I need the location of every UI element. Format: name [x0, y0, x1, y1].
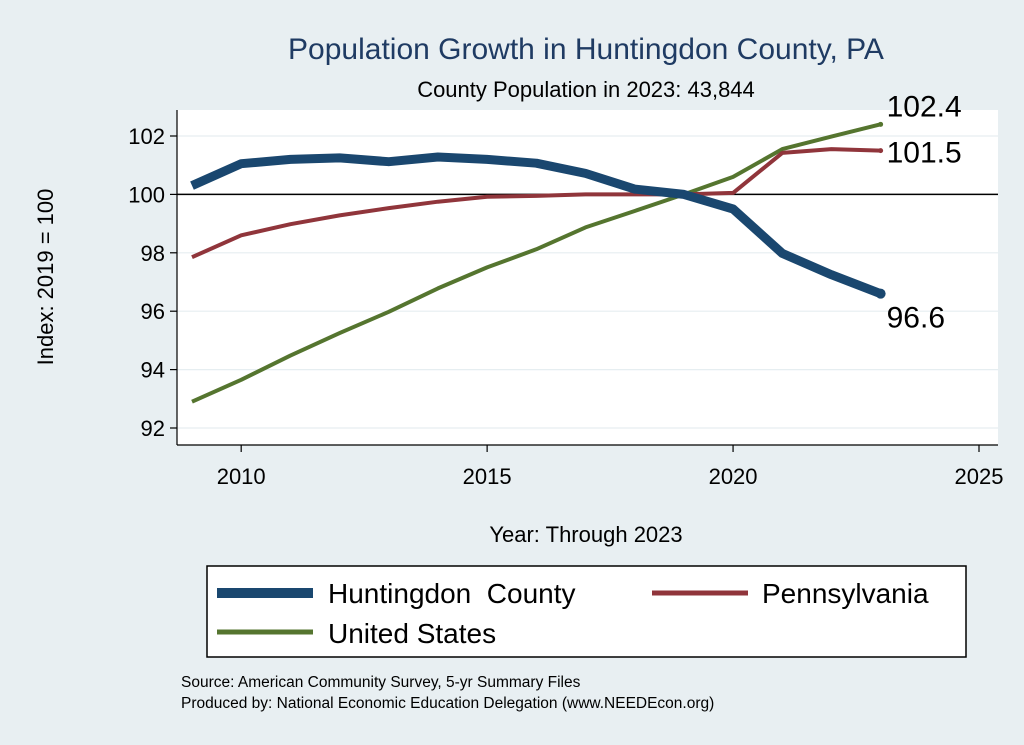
y-axis-label: Index: 2019 = 100 — [33, 189, 58, 366]
plot-area — [177, 110, 998, 445]
produced-by-note: Produced by: National Economic Education… — [181, 695, 714, 712]
x-tick-label-2010: 2010 — [217, 464, 266, 489]
x-axis-label: Year: Through 2023 — [489, 522, 682, 547]
series-lines — [190, 121, 886, 404]
y-tick-label-100: 100 — [128, 182, 165, 207]
legend-box — [206, 565, 967, 658]
end-label-0: 96.6 — [887, 302, 945, 335]
series-endpoint-2 — [878, 121, 884, 127]
gridlines — [177, 135, 998, 429]
series-endpoint-1 — [878, 148, 884, 154]
legend: Huntingdon County Pennsylvania United St… — [206, 565, 967, 658]
series-line-0 — [190, 152, 883, 298]
chart-subtitle: County Population in 2023: 43,844 — [417, 77, 755, 102]
end-label-1: 101.5 — [887, 137, 962, 170]
legend-label-united-states: United States — [328, 618, 496, 649]
y-tick-label-96: 96 — [141, 299, 165, 324]
y-tick-label-92: 92 — [141, 416, 165, 441]
x-tick-label-2020: 2020 — [709, 464, 758, 489]
chart-title: Population Growth in Huntingdon County, … — [288, 33, 884, 66]
series-line-2 — [191, 122, 882, 404]
source-note: Source: American Community Survey, 5-yr … — [181, 674, 581, 691]
x-tick-label-2015: 2015 — [463, 464, 512, 489]
end-labels: 96.6 101.5 102.4 — [887, 90, 962, 334]
series-line-1 — [191, 147, 881, 260]
series-endpoint-0 — [875, 288, 886, 299]
legend-label-pennsylvania: Pennsylvania — [762, 578, 929, 609]
axis-ticks: 92 94 96 98 100 102 2010 2015 2020 2025 — [128, 124, 1003, 489]
y-tick-label-94: 94 — [141, 358, 165, 383]
y-tick-label-98: 98 — [141, 241, 165, 266]
legend-label-huntingdon: Huntingdon County — [328, 578, 576, 609]
end-label-2: 102.4 — [887, 90, 962, 123]
y-tick-label-102: 102 — [128, 124, 165, 149]
x-tick-label-2025: 2025 — [955, 464, 1004, 489]
